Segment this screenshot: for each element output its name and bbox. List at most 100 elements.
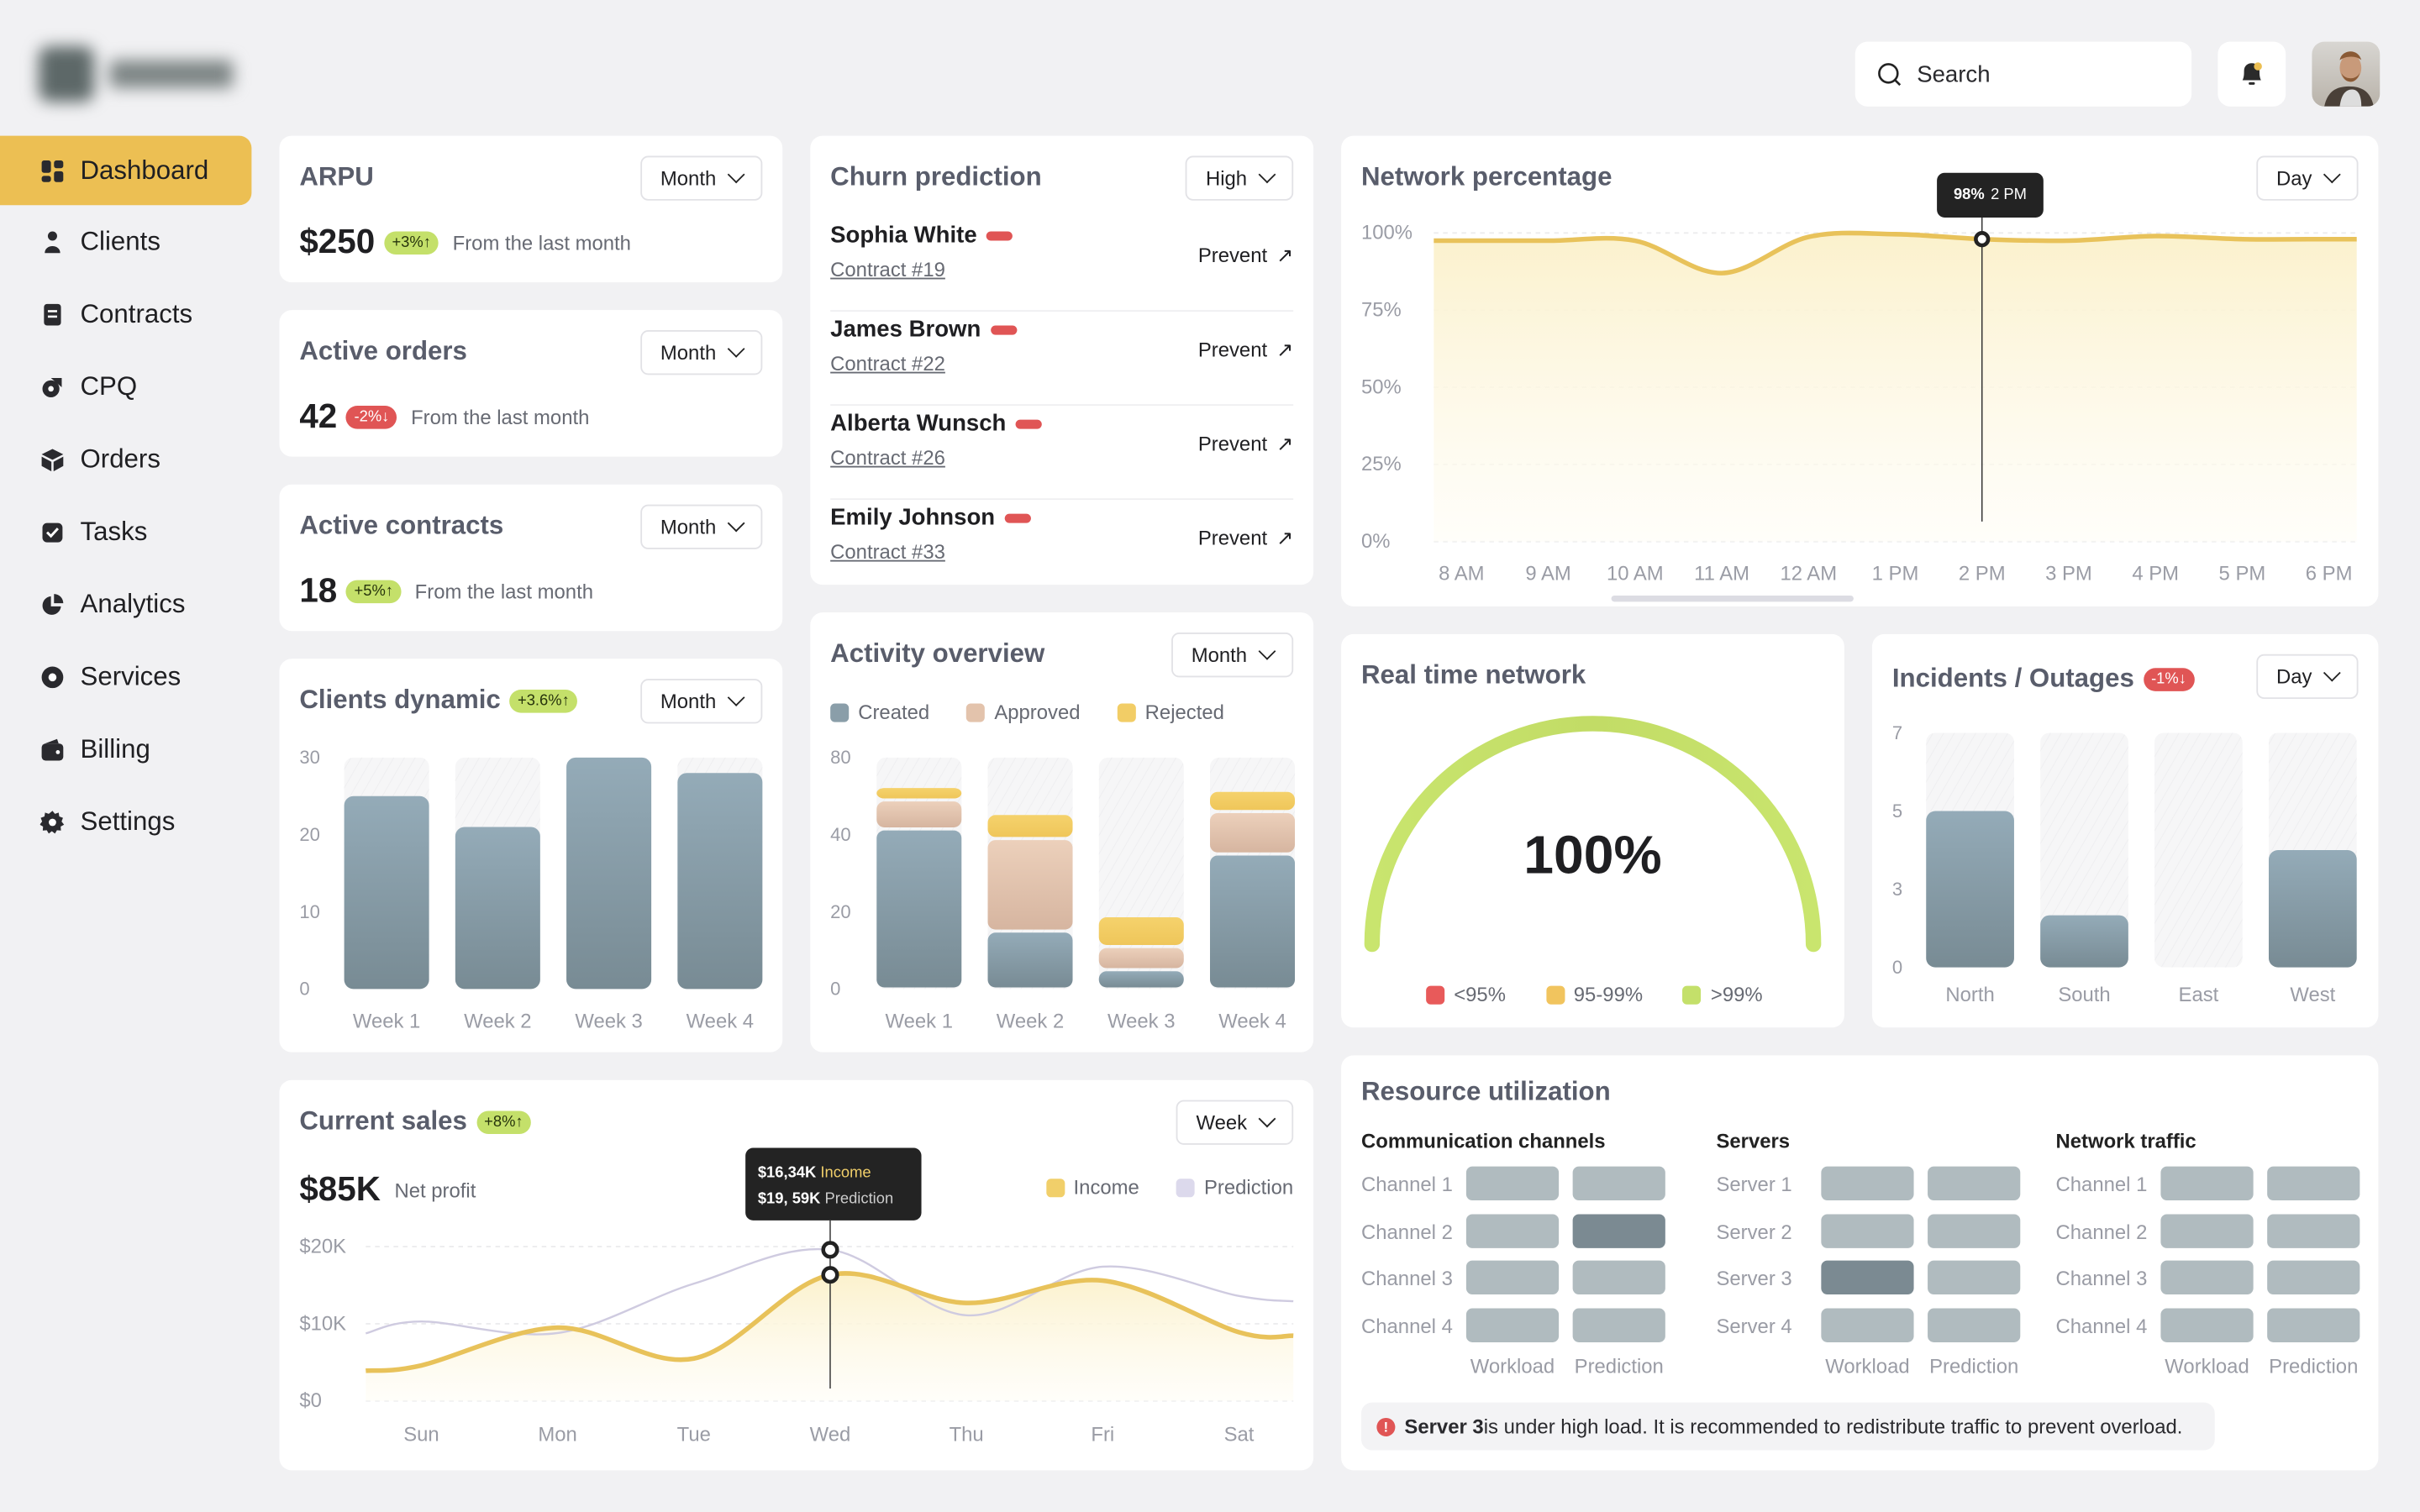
clients-dynamic-chart: 0 10 20 30 Week 1 Week 2 Week 3 Week 4 bbox=[299, 747, 763, 1032]
legend-low: <95% bbox=[1426, 983, 1506, 1006]
prediction-cell[interactable] bbox=[1572, 1213, 1665, 1248]
prevent-label: Prevent bbox=[1197, 338, 1268, 361]
checkbox-icon bbox=[42, 522, 63, 543]
period-dropdown[interactable]: Day bbox=[2256, 155, 2359, 201]
prevent-button[interactable]: Prevent ↗ bbox=[1198, 432, 1293, 456]
sidebar-item-billing[interactable]: Billing bbox=[0, 715, 251, 785]
workload-cell[interactable] bbox=[1821, 1213, 1914, 1248]
legend-swatch bbox=[1545, 985, 1565, 1005]
prediction-cell[interactable] bbox=[1572, 1307, 1665, 1342]
workload-cell[interactable] bbox=[1465, 1166, 1560, 1200]
client-name: Sophia White bbox=[830, 222, 977, 249]
sidebar-item-orders[interactable]: Orders bbox=[0, 425, 251, 495]
workload-cell[interactable] bbox=[2160, 1213, 2254, 1248]
legend-swatch bbox=[1176, 1179, 1195, 1198]
contract-link[interactable]: Contract #33 bbox=[830, 539, 945, 564]
prediction-cell[interactable] bbox=[1572, 1260, 1665, 1295]
sidebar-item-analytics[interactable]: Analytics bbox=[0, 570, 251, 639]
sidebar-item-contracts[interactable]: Contracts bbox=[0, 281, 251, 350]
period-dropdown[interactable]: Month bbox=[639, 679, 763, 724]
contract-link[interactable]: Contract #22 bbox=[830, 351, 945, 375]
horizontal-scrollbar[interactable] bbox=[1611, 595, 1854, 602]
x-tick-label: Week 4 bbox=[687, 1010, 754, 1032]
x-tick-label: 11 AM bbox=[1694, 563, 1749, 585]
period-dropdown[interactable]: Month bbox=[1171, 633, 1294, 678]
trend-badge: +3.6%↑ bbox=[509, 689, 577, 712]
chevron-down-icon bbox=[1258, 165, 1276, 183]
bar-segment-approved bbox=[987, 840, 1073, 930]
workload-cell[interactable] bbox=[2160, 1166, 2254, 1200]
prevent-button[interactable]: Prevent ↗ bbox=[1198, 244, 1293, 268]
period-dropdown[interactable]: Month bbox=[639, 155, 763, 201]
workload-cell[interactable] bbox=[1821, 1260, 1914, 1295]
prediction-cell[interactable] bbox=[1928, 1307, 2021, 1342]
x-tick-label: 1 PM bbox=[1872, 563, 1919, 585]
period-dropdown[interactable]: Month bbox=[639, 504, 763, 549]
card-title: Network percentage bbox=[1361, 161, 1612, 192]
sales-tooltip: $16,34K Income $19, 59K Prediction bbox=[745, 1147, 922, 1221]
churn-prediction-card: Churn prediction High Sophia White Contr… bbox=[810, 135, 1314, 585]
workload-cell[interactable] bbox=[1465, 1307, 1560, 1342]
chevron-down-icon bbox=[727, 165, 745, 183]
legend-swatch bbox=[1682, 985, 1702, 1005]
x-tick-label: 4 PM bbox=[2132, 563, 2179, 585]
resource-row-label: Channel 3 bbox=[1361, 1266, 1453, 1290]
prediction-cell[interactable] bbox=[2267, 1260, 2360, 1295]
sidebar-item-label: Settings bbox=[80, 806, 176, 836]
notifications-button[interactable] bbox=[2217, 41, 2286, 107]
user-avatar[interactable] bbox=[2312, 41, 2381, 107]
card-title: Resource utilization bbox=[1361, 1077, 1611, 1106]
kpi-note: From the last month bbox=[414, 579, 594, 603]
search-input[interactable]: Search bbox=[1854, 41, 2192, 107]
period-dropdown[interactable]: Month bbox=[639, 330, 763, 375]
sidebar-item-settings[interactable]: Settings bbox=[0, 787, 251, 857]
prediction-cell[interactable] bbox=[2267, 1307, 2360, 1342]
bar bbox=[455, 827, 540, 990]
load-alert: ! Server 3 is under high load. It is rec… bbox=[1361, 1402, 2215, 1451]
period-dropdown[interactable]: Week bbox=[1176, 1100, 1294, 1145]
legend-created: Created bbox=[830, 700, 930, 724]
kpi-value: $250 bbox=[299, 222, 376, 261]
workload-cell[interactable] bbox=[2160, 1307, 2254, 1342]
trend-badge: -2%↓ bbox=[346, 405, 397, 428]
risk-filter-dropdown[interactable]: High bbox=[1186, 155, 1294, 201]
workload-cell[interactable] bbox=[1821, 1166, 1914, 1200]
prevent-button[interactable]: Prevent ↗ bbox=[1198, 338, 1293, 362]
sidebar-item-services[interactable]: Services bbox=[0, 643, 251, 712]
period-dropdown[interactable]: Day bbox=[2256, 654, 2359, 700]
sidebar-item-tasks[interactable]: Tasks bbox=[0, 497, 251, 567]
sidebar-item-clients[interactable]: Clients bbox=[0, 208, 251, 278]
bell-icon bbox=[2242, 62, 2262, 85]
prediction-cell[interactable] bbox=[1928, 1213, 2021, 1248]
contract-link[interactable]: Contract #26 bbox=[830, 445, 945, 470]
prevent-button[interactable]: Prevent ↗ bbox=[1198, 526, 1293, 550]
arrow-up-right-icon: ↗ bbox=[1276, 526, 1294, 549]
prediction-cell[interactable] bbox=[1928, 1166, 2021, 1200]
sidebar-item-cpq[interactable]: CPQ bbox=[0, 353, 251, 423]
workload-cell[interactable] bbox=[1821, 1307, 1914, 1342]
x-tick-label: Week 4 bbox=[1218, 1010, 1286, 1032]
brand-logo[interactable] bbox=[38, 46, 239, 102]
sidebar-item-dashboard[interactable]: Dashboard bbox=[0, 135, 252, 206]
dropdown-value: Month bbox=[660, 340, 717, 365]
legend-label: Created bbox=[858, 700, 930, 724]
alert-subject: Server 3 bbox=[1404, 1415, 1484, 1438]
x-tick-label: South bbox=[2058, 984, 2110, 1006]
workload-cell[interactable] bbox=[2160, 1260, 2254, 1295]
dropdown-value: Day bbox=[2275, 664, 2312, 689]
sidebar-item-label: Analytics bbox=[80, 589, 186, 619]
y-tick-label: 0 bbox=[299, 979, 309, 1000]
kpi-note: From the last month bbox=[411, 405, 590, 428]
prediction-cell[interactable] bbox=[2267, 1213, 2360, 1248]
workload-cell[interactable] bbox=[1465, 1213, 1560, 1248]
sidebar-item-label: Services bbox=[80, 661, 182, 691]
prediction-cell[interactable] bbox=[1928, 1260, 2021, 1295]
contract-link[interactable]: Contract #19 bbox=[830, 257, 945, 281]
prediction-cell[interactable] bbox=[1572, 1166, 1665, 1200]
prediction-cell[interactable] bbox=[2267, 1166, 2360, 1200]
y-tick-label: 40 bbox=[830, 824, 851, 845]
bar bbox=[344, 795, 429, 990]
workload-cell[interactable] bbox=[1465, 1260, 1560, 1295]
x-tick-label: 12 AM bbox=[1780, 563, 1837, 585]
